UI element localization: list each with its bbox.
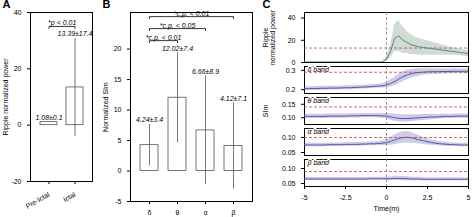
svg-text:α: α bbox=[203, 209, 207, 216]
svg-text:C: C bbox=[263, 0, 271, 10]
svg-text:Ictal: Ictal bbox=[62, 190, 77, 203]
svg-text:12.02±7.4: 12.02±7.4 bbox=[162, 45, 193, 52]
svg-text:Ripplenormalized power: Ripplenormalized power bbox=[262, 9, 277, 65]
svg-text:*c.p. < 0.01: *c.p. < 0.01 bbox=[173, 9, 210, 17]
svg-text:δ: δ bbox=[148, 209, 152, 216]
svg-text:β band: β band bbox=[307, 159, 331, 167]
svg-text:-5: -5 bbox=[115, 198, 121, 205]
svg-text:SIm: SIm bbox=[262, 105, 269, 118]
svg-text:-5: -5 bbox=[301, 194, 307, 201]
svg-text:*p < 0.01: *p < 0.01 bbox=[48, 19, 77, 27]
svg-text:θ: θ bbox=[176, 209, 180, 216]
svg-text:6.66±8.9: 6.66±8.9 bbox=[192, 68, 219, 75]
svg-text:β: β bbox=[231, 209, 235, 217]
svg-text:Time(m): Time(m) bbox=[374, 205, 400, 213]
svg-text:0: 0 bbox=[18, 121, 22, 128]
svg-text:δ band: δ band bbox=[307, 66, 329, 74]
svg-text:20: 20 bbox=[114, 45, 122, 52]
svg-text:0: 0 bbox=[118, 167, 122, 174]
svg-text:20: 20 bbox=[14, 65, 22, 72]
svg-text:5: 5 bbox=[467, 194, 471, 201]
svg-text:-20: -20 bbox=[11, 178, 21, 185]
svg-text:15: 15 bbox=[114, 76, 122, 83]
svg-text:0.10: 0.10 bbox=[282, 165, 296, 172]
svg-text:1.08±0.1: 1.08±0.1 bbox=[35, 114, 62, 121]
svg-text:40: 40 bbox=[288, 14, 296, 21]
svg-text:0.10: 0.10 bbox=[282, 114, 296, 121]
svg-text:0.3: 0.3 bbox=[286, 67, 296, 74]
svg-text:0.2: 0.2 bbox=[286, 86, 296, 93]
svg-text:0: 0 bbox=[292, 59, 296, 66]
svg-text:θ band: θ band bbox=[308, 97, 330, 104]
svg-text:4.24±3.4: 4.24±3.4 bbox=[136, 116, 163, 123]
svg-text:40: 40 bbox=[14, 9, 22, 16]
svg-text:B: B bbox=[103, 0, 111, 10]
svg-text:*c.p. < 0.05: *c.p. < 0.05 bbox=[159, 21, 196, 29]
svg-text:Ripple normalized power: Ripple normalized power bbox=[2, 58, 10, 136]
svg-text:0: 0 bbox=[385, 194, 389, 201]
svg-text:20: 20 bbox=[288, 37, 296, 44]
svg-text:Normalized SIm: Normalized SIm bbox=[102, 82, 109, 132]
svg-text:0.05: 0.05 bbox=[282, 149, 296, 156]
svg-text:5: 5 bbox=[118, 137, 122, 144]
svg-text:4.12±7.1: 4.12±7.1 bbox=[220, 95, 247, 102]
svg-text:13.39±17.4: 13.39±17.4 bbox=[58, 30, 93, 37]
svg-text:0.05: 0.05 bbox=[282, 180, 296, 187]
svg-text:α band: α band bbox=[308, 128, 331, 135]
svg-text:10: 10 bbox=[114, 106, 122, 113]
svg-text:2.5: 2.5 bbox=[423, 194, 433, 201]
svg-text:Pre-Ictal: Pre-Ictal bbox=[25, 190, 51, 209]
svg-text:-2.5: -2.5 bbox=[339, 194, 351, 201]
svg-text:A: A bbox=[3, 0, 11, 10]
svg-text:*c.p. < 0.01: *c.p. < 0.01 bbox=[145, 33, 182, 41]
svg-text:0.10: 0.10 bbox=[282, 134, 296, 141]
svg-text:0.15: 0.15 bbox=[282, 100, 296, 107]
